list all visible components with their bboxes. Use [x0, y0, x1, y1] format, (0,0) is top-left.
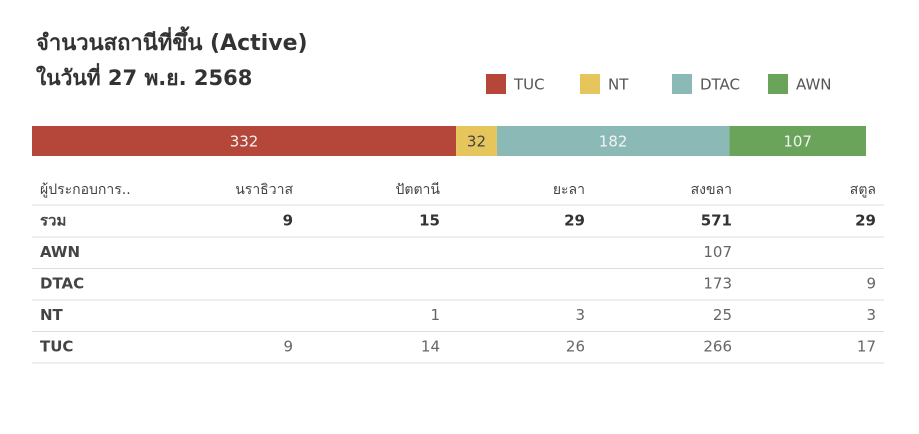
table-cell: 266 [703, 338, 732, 356]
table-cell: 25 [713, 306, 732, 324]
column-header: ปัตตานี [395, 182, 440, 198]
table-cell: 29 [564, 212, 585, 230]
chart-subtitle: ในวันที่ 27 พ.ย. 2568 [36, 62, 252, 90]
table-cell: 9 [866, 275, 876, 293]
column-header: ผู้ประกอบการ.. [40, 182, 131, 198]
bar-segment [32, 126, 457, 156]
row-label: TUC [40, 338, 73, 356]
bar-segment [729, 126, 866, 156]
bar-value-label: 182 [599, 133, 628, 151]
legend-swatch [672, 74, 692, 94]
column-header: สตูล [850, 182, 876, 198]
column-header: นราธิวาส [235, 182, 293, 198]
table-cell: 3 [575, 306, 585, 324]
column-header: สงขลา [691, 182, 732, 198]
legend-label: DTAC [700, 76, 740, 94]
legend: TUC NT DTAC AWN [486, 74, 832, 94]
table-cell: 107 [703, 243, 732, 261]
bar-value-label: 107 [783, 133, 812, 151]
chart-title: จำนวนสถานีที่ขึ้น (Active) [36, 26, 308, 56]
legend-label: AWN [796, 76, 832, 94]
table-cell: 17 [857, 338, 876, 356]
table-cell: 29 [855, 212, 876, 230]
legend-label: TUC [513, 76, 545, 94]
column-header: ยะลา [553, 182, 585, 198]
legend-swatch [486, 74, 506, 94]
bar-segment [456, 126, 497, 156]
table-cell: 26 [566, 338, 585, 356]
bar-value-label: 332 [230, 133, 259, 151]
table-cell: 173 [703, 275, 732, 293]
table-cell: 9 [283, 212, 293, 230]
row-label: DTAC [40, 275, 84, 293]
row-label: รวม [40, 212, 66, 230]
legend-label: NT [608, 76, 629, 94]
table-cell: 15 [419, 212, 440, 230]
bar-value-label: 32 [467, 133, 486, 151]
row-label: NT [40, 306, 64, 324]
table: ผู้ประกอบการ.. นราธิวาส ปัตตานี ยะลา สงขลา สต… [32, 182, 884, 364]
table-cell: 14 [421, 338, 440, 356]
stacked-bar: 332 32 182 107 [32, 126, 866, 156]
row-label: AWN [40, 243, 80, 261]
table-cell: 1 [430, 306, 440, 324]
table-cell: 3 [866, 306, 876, 324]
bar-segment [496, 126, 730, 156]
legend-swatch [580, 74, 600, 94]
table-cell: 9 [283, 338, 293, 356]
table-cell: 571 [701, 212, 732, 230]
legend-swatch [768, 74, 788, 94]
